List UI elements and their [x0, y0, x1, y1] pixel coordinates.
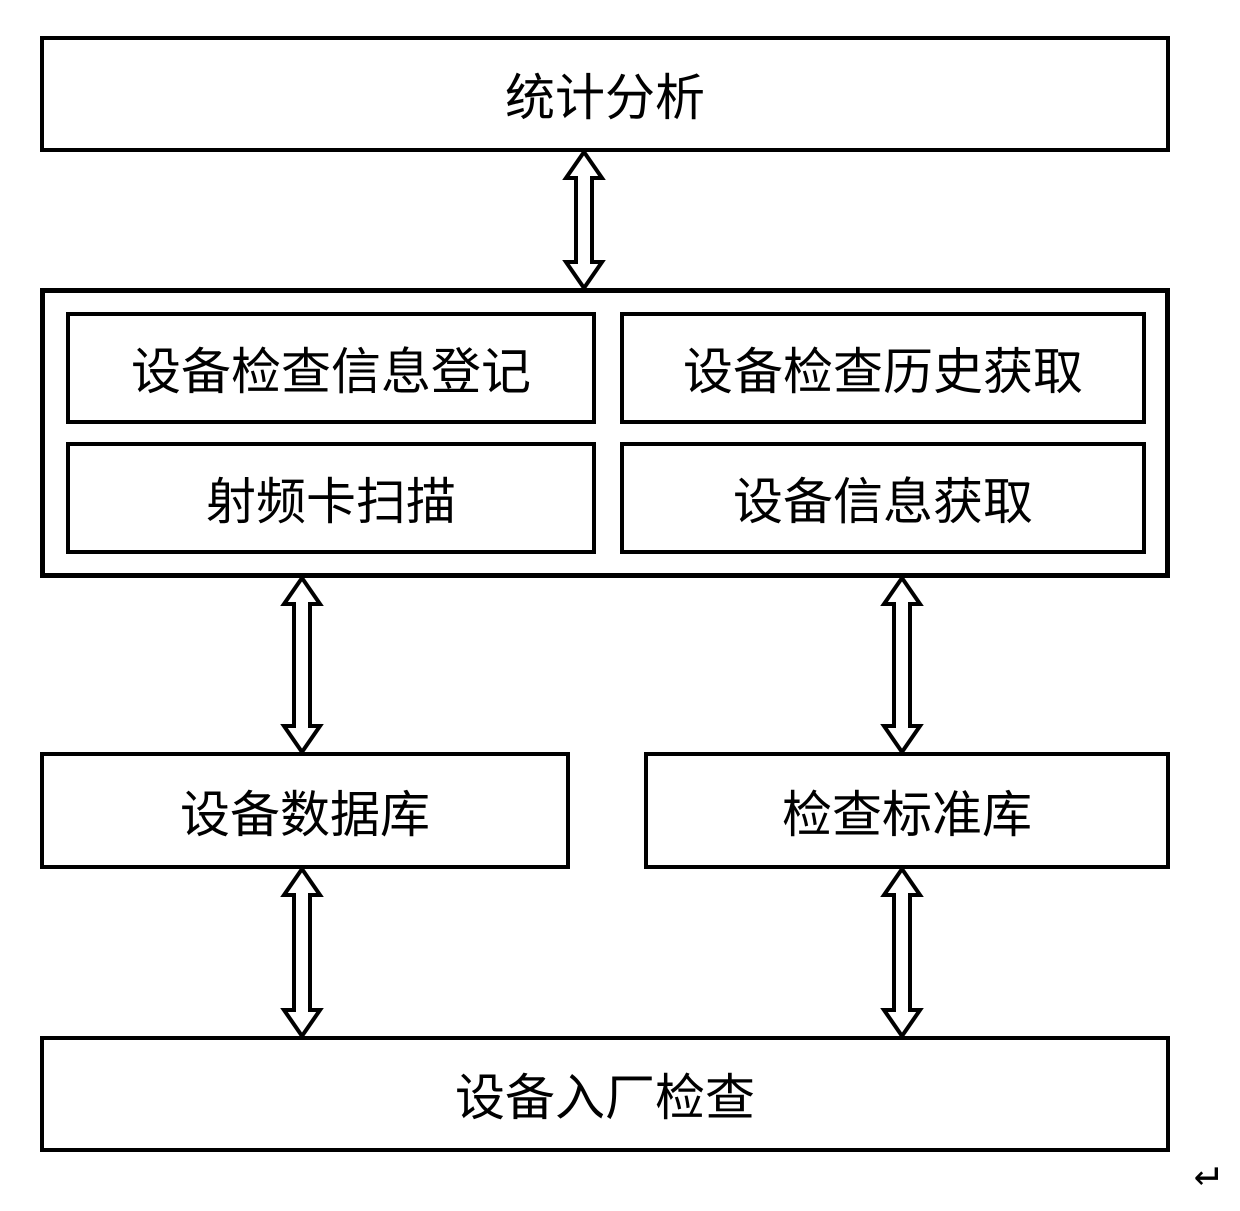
node-label: 统计分析	[505, 58, 705, 130]
node-inspection-standard-db: 检查标准库	[644, 752, 1170, 869]
node-factory-entry-inspection: 设备入厂检查	[40, 1036, 1170, 1152]
node-label: 设备数据库	[180, 775, 430, 847]
node-label: 检查标准库	[782, 775, 1032, 847]
node-statistical-analysis: 统计分析	[40, 36, 1170, 152]
node-label: 设备检查历史获取	[683, 332, 1083, 404]
node-rfid-scan: 射频卡扫描	[66, 442, 596, 554]
return-caret-icon: ↵	[1194, 1150, 1219, 1192]
node-label: 设备检查信息登记	[131, 332, 531, 404]
node-inspection-history-fetch: 设备检查历史获取	[620, 312, 1146, 424]
arrow-middle-db-left	[280, 578, 324, 752]
arrow-middle-db-right	[880, 578, 924, 752]
arrow-top-middle	[562, 152, 606, 288]
node-inspection-info-register: 设备检查信息登记	[66, 312, 596, 424]
node-device-database: 设备数据库	[40, 752, 570, 869]
arrow-db-left-bottom	[280, 869, 324, 1036]
node-label: 设备信息获取	[733, 462, 1033, 534]
node-device-info-fetch: 设备信息获取	[620, 442, 1146, 554]
node-label: 射频卡扫描	[206, 462, 456, 534]
flowchart-diagram: 统计分析 设备检查信息登记 设备检查历史获取 射频卡扫描 设备信息获取 设备数据…	[0, 0, 1240, 1211]
node-label: 设备入厂检查	[455, 1058, 755, 1130]
arrow-db-right-bottom	[880, 869, 924, 1036]
